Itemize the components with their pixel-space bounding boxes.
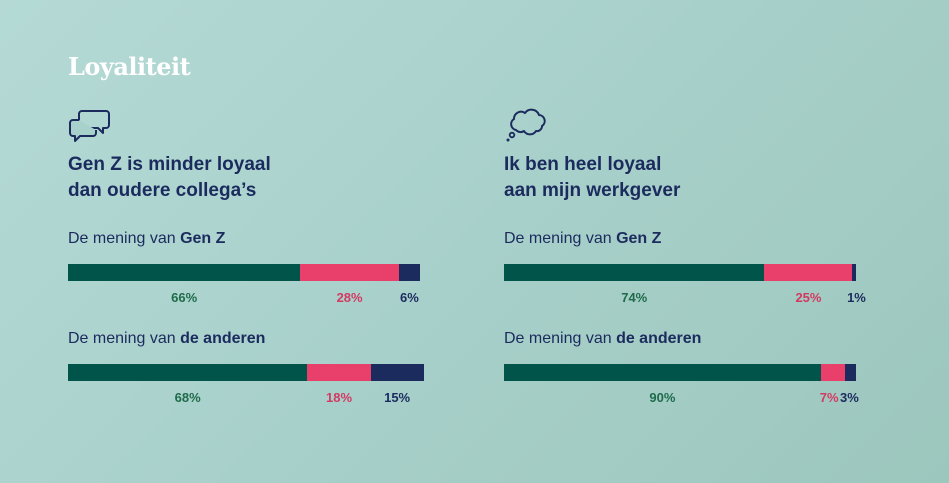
data-label: 7% [819, 390, 839, 405]
bar-label-bold: de anderen [616, 330, 702, 347]
bar-group-gen-z: De mening van Gen Z 66% 28% 6% [68, 230, 428, 305]
heading-line: Gen Z is minder loyaal [68, 154, 271, 175]
bar-segment-pink [307, 364, 371, 381]
bar-group-others: De mening van de anderen 90% 7% 3% [504, 330, 864, 405]
bar-segment-green [504, 264, 765, 281]
stacked-bar [504, 264, 856, 281]
data-label: 28% [336, 290, 363, 305]
bar-label-prefix: De mening van [504, 330, 617, 347]
bar-group-others: De mening van de anderen 68% 18% 15% [68, 330, 428, 405]
bar-segment-pink [764, 264, 853, 281]
bar-group-gen-z: De mening van Gen Z 74% 25% 1% [504, 230, 866, 305]
heading-line: Ik ben heel loyaal [504, 154, 662, 175]
bar-segment-navy [852, 264, 856, 281]
panel-gen-z-less-loyal: Gen Z is minder loyaal dan oudere colleg… [68, 108, 448, 428]
panel-heading: Ik ben heel loyaal aan mijn werkgever [504, 152, 680, 204]
bar-segment-navy [398, 264, 420, 281]
bar-label: De mening van Gen Z [504, 230, 864, 248]
bar-label: De mening van Gen Z [68, 230, 428, 248]
data-label: 15% [384, 390, 411, 405]
data-label: 18% [326, 390, 353, 405]
page-title: Loyaliteit [68, 52, 191, 81]
heading-line: dan oudere collega’s [68, 180, 257, 201]
data-label: 6% [400, 290, 419, 305]
data-label: 3% [840, 390, 859, 405]
speech-bubbles-icon [69, 110, 110, 142]
data-label: 1% [847, 290, 866, 305]
data-label: 68% [174, 390, 201, 405]
data-label: 74% [621, 290, 648, 305]
bar-segment-pink [820, 364, 846, 381]
bar-segment-green [68, 364, 308, 381]
bar-label: De mening van de anderen [504, 330, 864, 348]
heading-line: aan mijn werkgever [504, 180, 681, 201]
bar-label-prefix: De mening van [68, 330, 181, 347]
thought-cloud-icon [506, 108, 546, 142]
panel-heading: Gen Z is minder loyaal dan oudere colleg… [68, 152, 271, 204]
bar-label-bold: de anderen [180, 330, 266, 347]
data-label: 25% [795, 290, 822, 305]
bar-segment-pink [300, 264, 399, 281]
bar-label-bold: Gen Z [616, 230, 662, 247]
bar-segment-green [68, 264, 301, 281]
stacked-bar [68, 364, 424, 381]
bar-label-prefix: De mening van [504, 230, 617, 247]
bar-label-prefix: De mening van [68, 230, 181, 247]
stacked-bar [68, 264, 420, 281]
bar-segment-green [504, 364, 821, 381]
bar-segment-navy [845, 364, 856, 381]
bar-label-bold: Gen Z [180, 230, 226, 247]
data-label: 66% [171, 290, 198, 305]
panel-very-loyal: Ik ben heel loyaal aan mijn werkgever De… [504, 108, 884, 428]
bar-label: De mening van de anderen [68, 330, 428, 348]
data-label: 90% [649, 390, 676, 405]
stacked-bar [504, 364, 856, 381]
bar-segment-navy [370, 364, 424, 381]
